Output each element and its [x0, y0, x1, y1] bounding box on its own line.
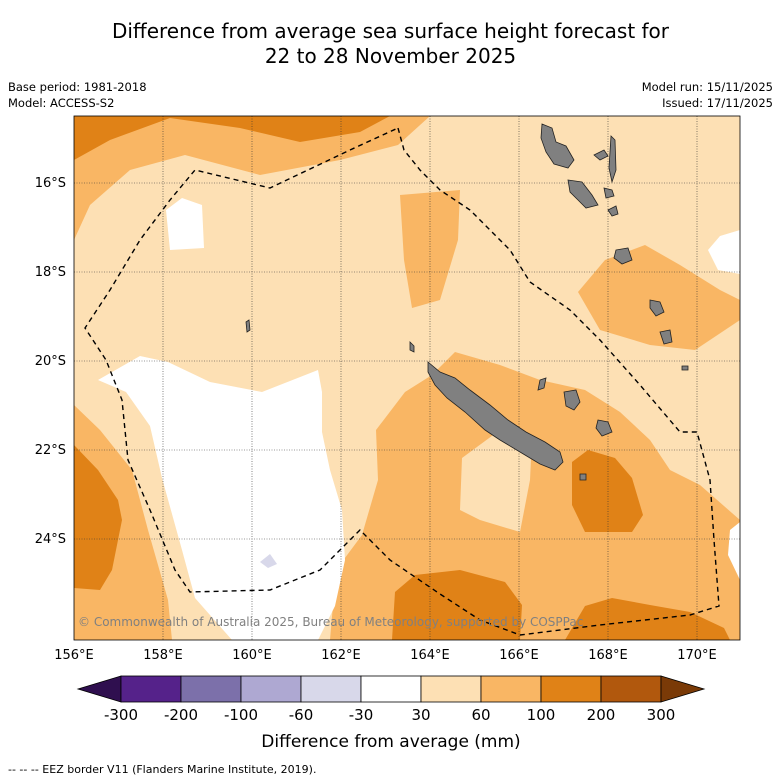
field-60-100-south [330, 352, 740, 640]
longitude-labels: 156°E 158°E 160°E 162°E 164°E 166°E 168°… [54, 648, 717, 663]
field-neutral-west [98, 356, 345, 640]
colorbar-segment [420, 675, 482, 703]
lat-label-20s: 20°S [35, 354, 66, 369]
lon-label-156e: 156°E [54, 648, 94, 663]
colorbar-title: Difference from average (mm) [261, 732, 520, 752]
issued-date: Issued: 17/11/2025 [662, 96, 773, 110]
lat-label-24s: 24°S [35, 532, 66, 547]
cb-tick: -30 [349, 706, 374, 724]
field-100-200-bottom-right [565, 598, 730, 640]
colorbar-ticks: -300 -200 -100 -60 -30 30 60 100 200 300… [104, 706, 675, 752]
lat-label-16s: 16°S [35, 176, 66, 191]
cb-tick: -300 [104, 706, 138, 724]
field-neutral-southeast [728, 522, 740, 580]
land-new-caledonia [409, 341, 613, 481]
cb-tick: -60 [289, 706, 314, 724]
field-negative-small [260, 554, 277, 568]
cb-tick: 300 [647, 706, 676, 724]
colorbar-segment [360, 675, 422, 703]
lon-label-158e: 158°E [143, 648, 183, 663]
model-name: Model: ACCESS-S2 [8, 96, 115, 110]
field-60-100-right [578, 245, 740, 350]
lon-label-166e: 166°E [499, 648, 539, 663]
colorbar-extend-high [660, 675, 706, 703]
meta-left: Base period: 1981-2018 Model: ACCESS-S2 [8, 79, 147, 111]
lon-label-170e: 170°E [677, 648, 717, 663]
lat-label-18s: 18°S [35, 265, 66, 280]
lon-label-164e: 164°E [410, 648, 450, 663]
lon-label-168e: 168°E [588, 648, 628, 663]
map-title: Difference from average sea surface heig… [0, 19, 781, 69]
eez-border [84, 127, 720, 636]
cb-tick: 200 [587, 706, 616, 724]
title-line-2: 22 to 28 November 2025 [264, 44, 517, 68]
colorbar-segment [240, 675, 302, 703]
cb-tick: 60 [471, 706, 490, 724]
colorbar [76, 675, 706, 703]
colorbar-segment [300, 675, 362, 703]
field-100-200-topleft [74, 116, 390, 160]
title-line-1: Difference from average sea surface heig… [111, 19, 670, 43]
contour-fields: © Commonwealth of Australia 2025, Bureau… [74, 116, 740, 640]
colorbar-segment [540, 675, 602, 703]
field-100-200-center [572, 450, 643, 532]
latitude-labels: 16°S 18°S 20°S 22°S 24°S [35, 176, 66, 547]
cb-tick: -200 [164, 706, 198, 724]
field-30-60-inner [460, 430, 532, 532]
cb-tick: -100 [224, 706, 258, 724]
land-vanuatu [245, 123, 689, 371]
field-neutral-east [708, 230, 740, 274]
colorbar-segment [480, 675, 542, 703]
gridlines [74, 116, 740, 640]
base-period: Base period: 1981-2018 [8, 80, 147, 94]
cb-tick: 100 [527, 706, 556, 724]
map-frame [73, 115, 741, 641]
lon-label-162e: 162°E [321, 648, 361, 663]
meta-right: Model run: 15/11/2025 Issued: 17/11/2025 [642, 79, 773, 111]
eez-footnote: -- -- -- EEZ border V11 (Flanders Marine… [8, 763, 317, 776]
colorbar-segment [120, 675, 182, 703]
field-100-200-left [74, 445, 122, 590]
colorbar-segment [180, 675, 242, 703]
lon-label-160e: 160°E [232, 648, 272, 663]
colorbar-extend-low [76, 675, 122, 703]
lat-label-22s: 22°S [35, 443, 66, 458]
colorbar-segment [600, 675, 662, 703]
model-run: Model run: 15/11/2025 [641, 80, 773, 94]
copyright-note: © Commonwealth of Australia 2025, Bureau… [78, 615, 583, 629]
cb-tick: 30 [411, 706, 430, 724]
field-neutral-small [166, 198, 204, 250]
